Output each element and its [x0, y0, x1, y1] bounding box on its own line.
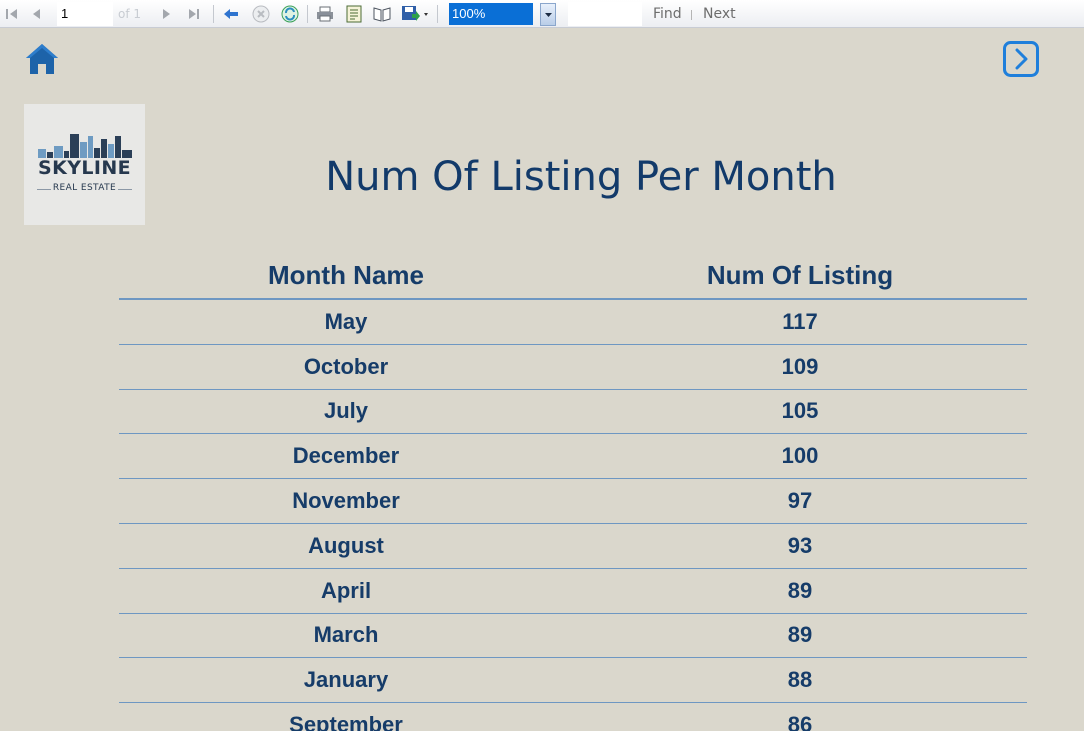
table-row: August 93 — [119, 524, 1027, 569]
month-cell: October — [303, 353, 389, 379]
month-cell: January — [303, 667, 389, 693]
listing-count-cell: 100 — [781, 443, 819, 469]
logo-rule-right — [118, 189, 132, 190]
next-page-arrow-icon — [163, 9, 170, 19]
last-page-icon — [189, 9, 199, 19]
listing-count-cell: 97 — [787, 488, 813, 514]
refresh-button[interactable] — [279, 4, 301, 24]
previous-page-button[interactable] — [28, 4, 46, 24]
previous-page-icon — [33, 9, 40, 19]
table-header-row: Month Name Num Of Listing — [119, 252, 1027, 300]
stop-icon — [252, 5, 270, 23]
logo-wordmark: SKYLINE — [37, 157, 132, 179]
table-row: January 88 — [119, 658, 1027, 704]
back-arrow-icon — [224, 9, 238, 19]
find-next-button[interactable]: Next — [703, 6, 736, 22]
chevron-right-icon[interactable] — [1003, 41, 1039, 77]
listing-count-cell: 89 — [787, 622, 813, 648]
open-book-icon — [373, 7, 391, 22]
month-cell: July — [323, 398, 369, 424]
month-cell: November — [292, 488, 400, 514]
find-button[interactable]: Find — [653, 6, 682, 22]
chevron-down-icon — [544, 12, 552, 17]
company-logo: SKYLINE REAL ESTATE — [24, 104, 145, 225]
export-button[interactable] — [399, 4, 431, 24]
find-input[interactable] — [568, 2, 642, 26]
page-layout-icon — [346, 5, 362, 23]
toolbar-separator — [213, 5, 214, 23]
print-icon — [317, 6, 333, 22]
month-cell: August — [308, 532, 384, 558]
listing-table: Month Name Num Of Listing May 117 Octobe… — [119, 252, 1027, 731]
toolbar-separator — [437, 5, 438, 23]
table-row: November 97 — [119, 479, 1027, 524]
table-row: July 105 — [119, 390, 1027, 435]
save-export-icon — [402, 6, 428, 21]
month-cell: March — [313, 622, 379, 648]
zoom-dropdown-button[interactable] — [540, 3, 556, 26]
find-next-separator — [691, 10, 692, 20]
listing-count-cell: 89 — [787, 577, 813, 603]
month-cell: April — [320, 577, 372, 603]
first-page-icon — [6, 9, 17, 19]
table-row: October 109 — [119, 345, 1027, 390]
page-setup-button[interactable] — [371, 4, 393, 24]
listing-count-cell: 117 — [782, 308, 818, 334]
stop-button[interactable] — [250, 4, 272, 24]
home-icon[interactable] — [24, 41, 60, 77]
page-number-input[interactable]: 1 — [57, 2, 113, 26]
print-button[interactable] — [314, 4, 336, 24]
column-header-month: Month Name — [268, 259, 424, 290]
month-cell: September — [289, 712, 403, 731]
print-layout-button[interactable] — [343, 4, 365, 24]
listing-count-cell: 86 — [787, 712, 813, 731]
listing-count-cell: 93 — [787, 532, 813, 558]
back-button[interactable] — [221, 4, 241, 24]
first-page-button[interactable] — [3, 4, 21, 24]
month-cell: May — [324, 308, 368, 334]
skyline-logo-graphic — [38, 134, 132, 158]
month-cell: December — [292, 443, 400, 469]
table-row: March 89 — [119, 614, 1027, 659]
column-header-listings: Num Of Listing — [706, 259, 894, 290]
report-viewer-toolbar: 1 of 1 100% Find Next — [0, 0, 1084, 28]
refresh-icon — [281, 5, 299, 23]
listing-count-cell: 88 — [787, 667, 813, 693]
listing-count-cell: 105 — [781, 398, 819, 424]
logo-rule-left — [37, 189, 51, 190]
listing-count-cell: 109 — [781, 353, 819, 379]
zoom-select[interactable]: 100% — [449, 3, 533, 25]
logo-tagline: REAL ESTATE — [52, 183, 117, 193]
toolbar-separator — [307, 5, 308, 23]
last-page-button[interactable] — [185, 4, 203, 24]
next-page-button[interactable] — [157, 4, 175, 24]
table-row: December 100 — [119, 434, 1027, 480]
table-row: September 86 — [119, 703, 1027, 731]
report-title: Num Of Listing Per Month — [325, 154, 837, 200]
table-row: May 117 — [119, 300, 1027, 345]
table-row: April 89 — [119, 569, 1027, 614]
page-count-label: of 1 — [118, 7, 142, 21]
